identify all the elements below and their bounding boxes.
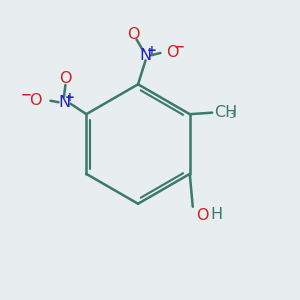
Text: O: O	[59, 71, 72, 86]
Text: 3: 3	[228, 110, 234, 120]
Text: −: −	[21, 88, 32, 101]
Text: +: +	[65, 91, 75, 103]
Text: +: +	[147, 44, 157, 57]
Text: O: O	[29, 93, 41, 108]
Text: N: N	[140, 48, 152, 63]
Text: −: −	[174, 40, 185, 53]
Text: N: N	[58, 95, 70, 110]
Text: O: O	[167, 46, 179, 61]
Text: O: O	[196, 208, 208, 223]
Text: CH: CH	[214, 105, 237, 120]
Text: H: H	[210, 207, 222, 222]
Text: O: O	[127, 27, 140, 42]
